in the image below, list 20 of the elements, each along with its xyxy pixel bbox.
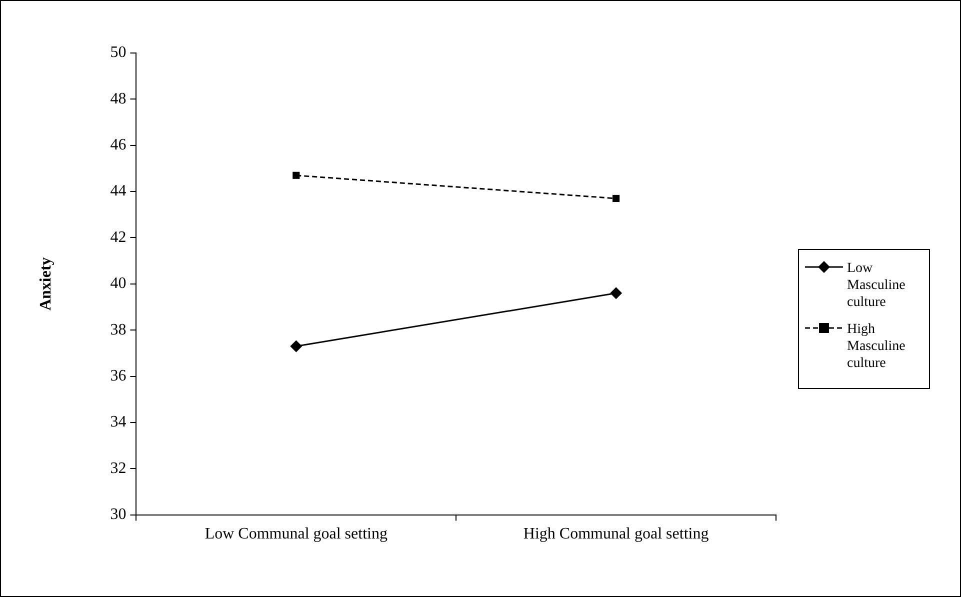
y-tick-label: 34 xyxy=(110,414,126,431)
x-tick-label: Low Communal goal setting xyxy=(204,526,388,543)
y-tick-label: 46 xyxy=(110,136,126,154)
point xyxy=(612,194,620,202)
y-tick-label: 36 xyxy=(110,367,126,384)
legend-label: High Masculine culture xyxy=(847,321,906,372)
point xyxy=(292,172,300,179)
x-tick-label: High Communal goal setting xyxy=(523,526,709,543)
y-tick-label: 42 xyxy=(110,228,126,246)
point xyxy=(610,287,622,300)
y-tick-label: 50 xyxy=(110,44,126,62)
y-axis-title: Anxiety xyxy=(38,257,55,311)
y-tick-label: 30 xyxy=(110,506,126,524)
y-tick-label: 38 xyxy=(110,321,126,338)
y-tick-label: 48 xyxy=(110,90,126,108)
legend-label: Low Masculine culture xyxy=(847,260,906,311)
y-tick-label: 32 xyxy=(110,460,126,477)
point xyxy=(290,340,302,352)
y-tick-label: 40 xyxy=(110,275,126,292)
y-tick-label: 44 xyxy=(110,182,126,200)
